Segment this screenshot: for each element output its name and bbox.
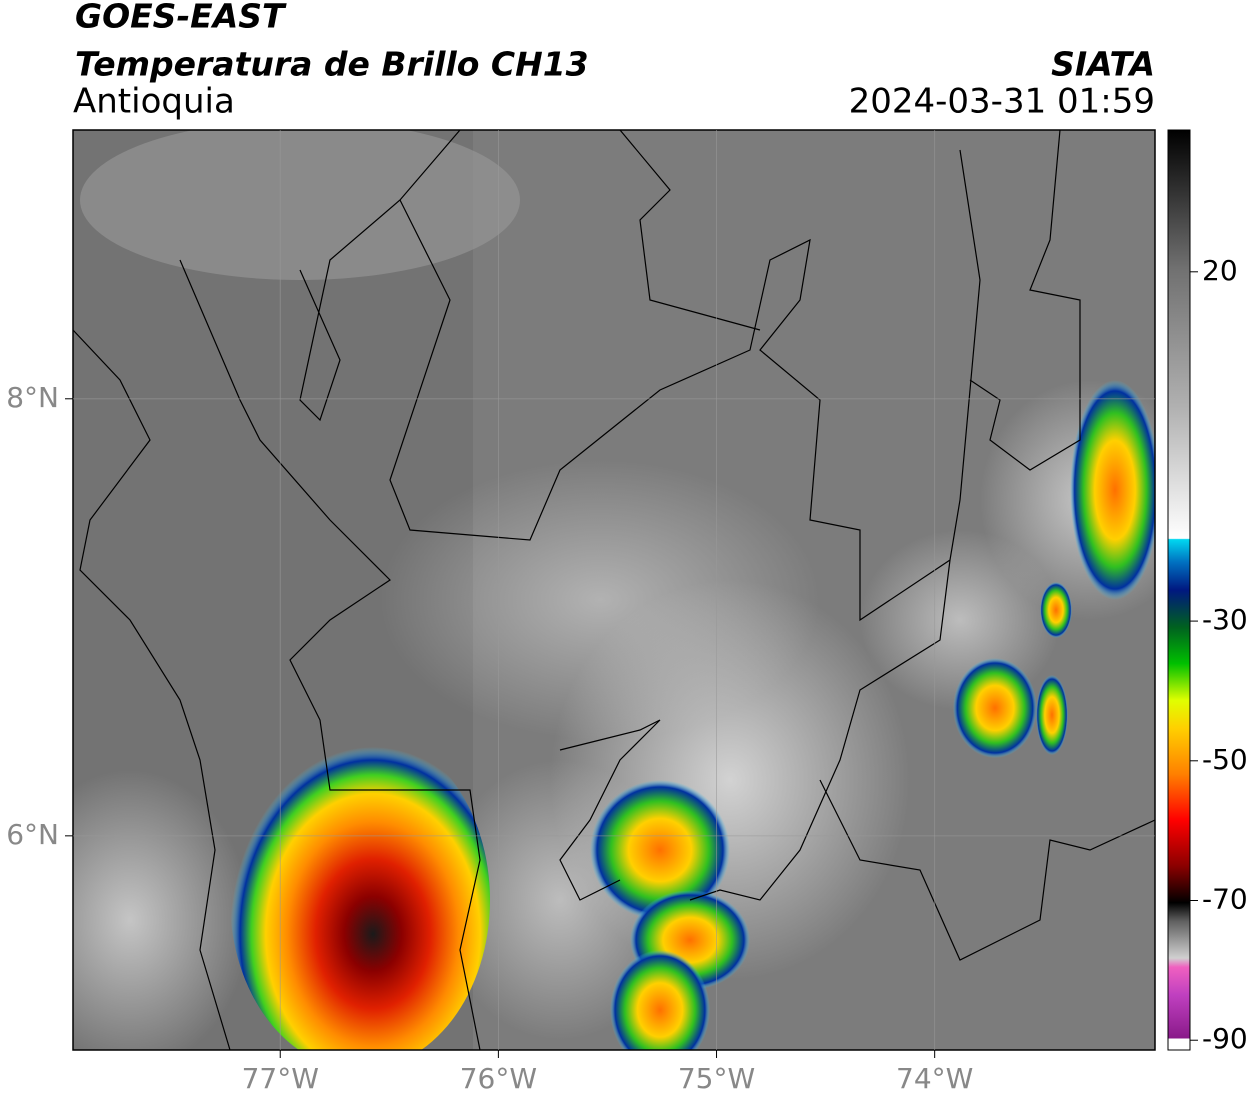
colorbar-tick-label: -70 (1202, 883, 1248, 916)
colorbar-tick-label: 20 (1202, 254, 1238, 287)
colorbar-tick-label: -50 (1202, 743, 1248, 776)
region: Antioquia (73, 82, 235, 122)
satellite-title: GOES-EAST (75, 0, 287, 36)
y-tick-label: 8°N (6, 381, 59, 414)
colorbar-tick-label: -30 (1202, 603, 1248, 636)
source: SIATA (1051, 45, 1155, 84)
colorbar-tick-label: -90 (1202, 1022, 1248, 1055)
datetime: 2024-03-31 01:59 (849, 82, 1155, 122)
x-tick-label: 76°W (460, 1062, 537, 1095)
map-frame (72, 129, 1156, 1051)
product-title: Temperatura de Brillo CH13 (75, 45, 589, 84)
x-tick-label: 77°W (242, 1062, 319, 1095)
x-tick-label: 75°W (678, 1062, 755, 1095)
map-imagery (73, 130, 1155, 1050)
x-tick-label: 74°W (896, 1062, 973, 1095)
y-tick-label: 6°N (6, 818, 59, 851)
colorbar (1167, 129, 1191, 1051)
